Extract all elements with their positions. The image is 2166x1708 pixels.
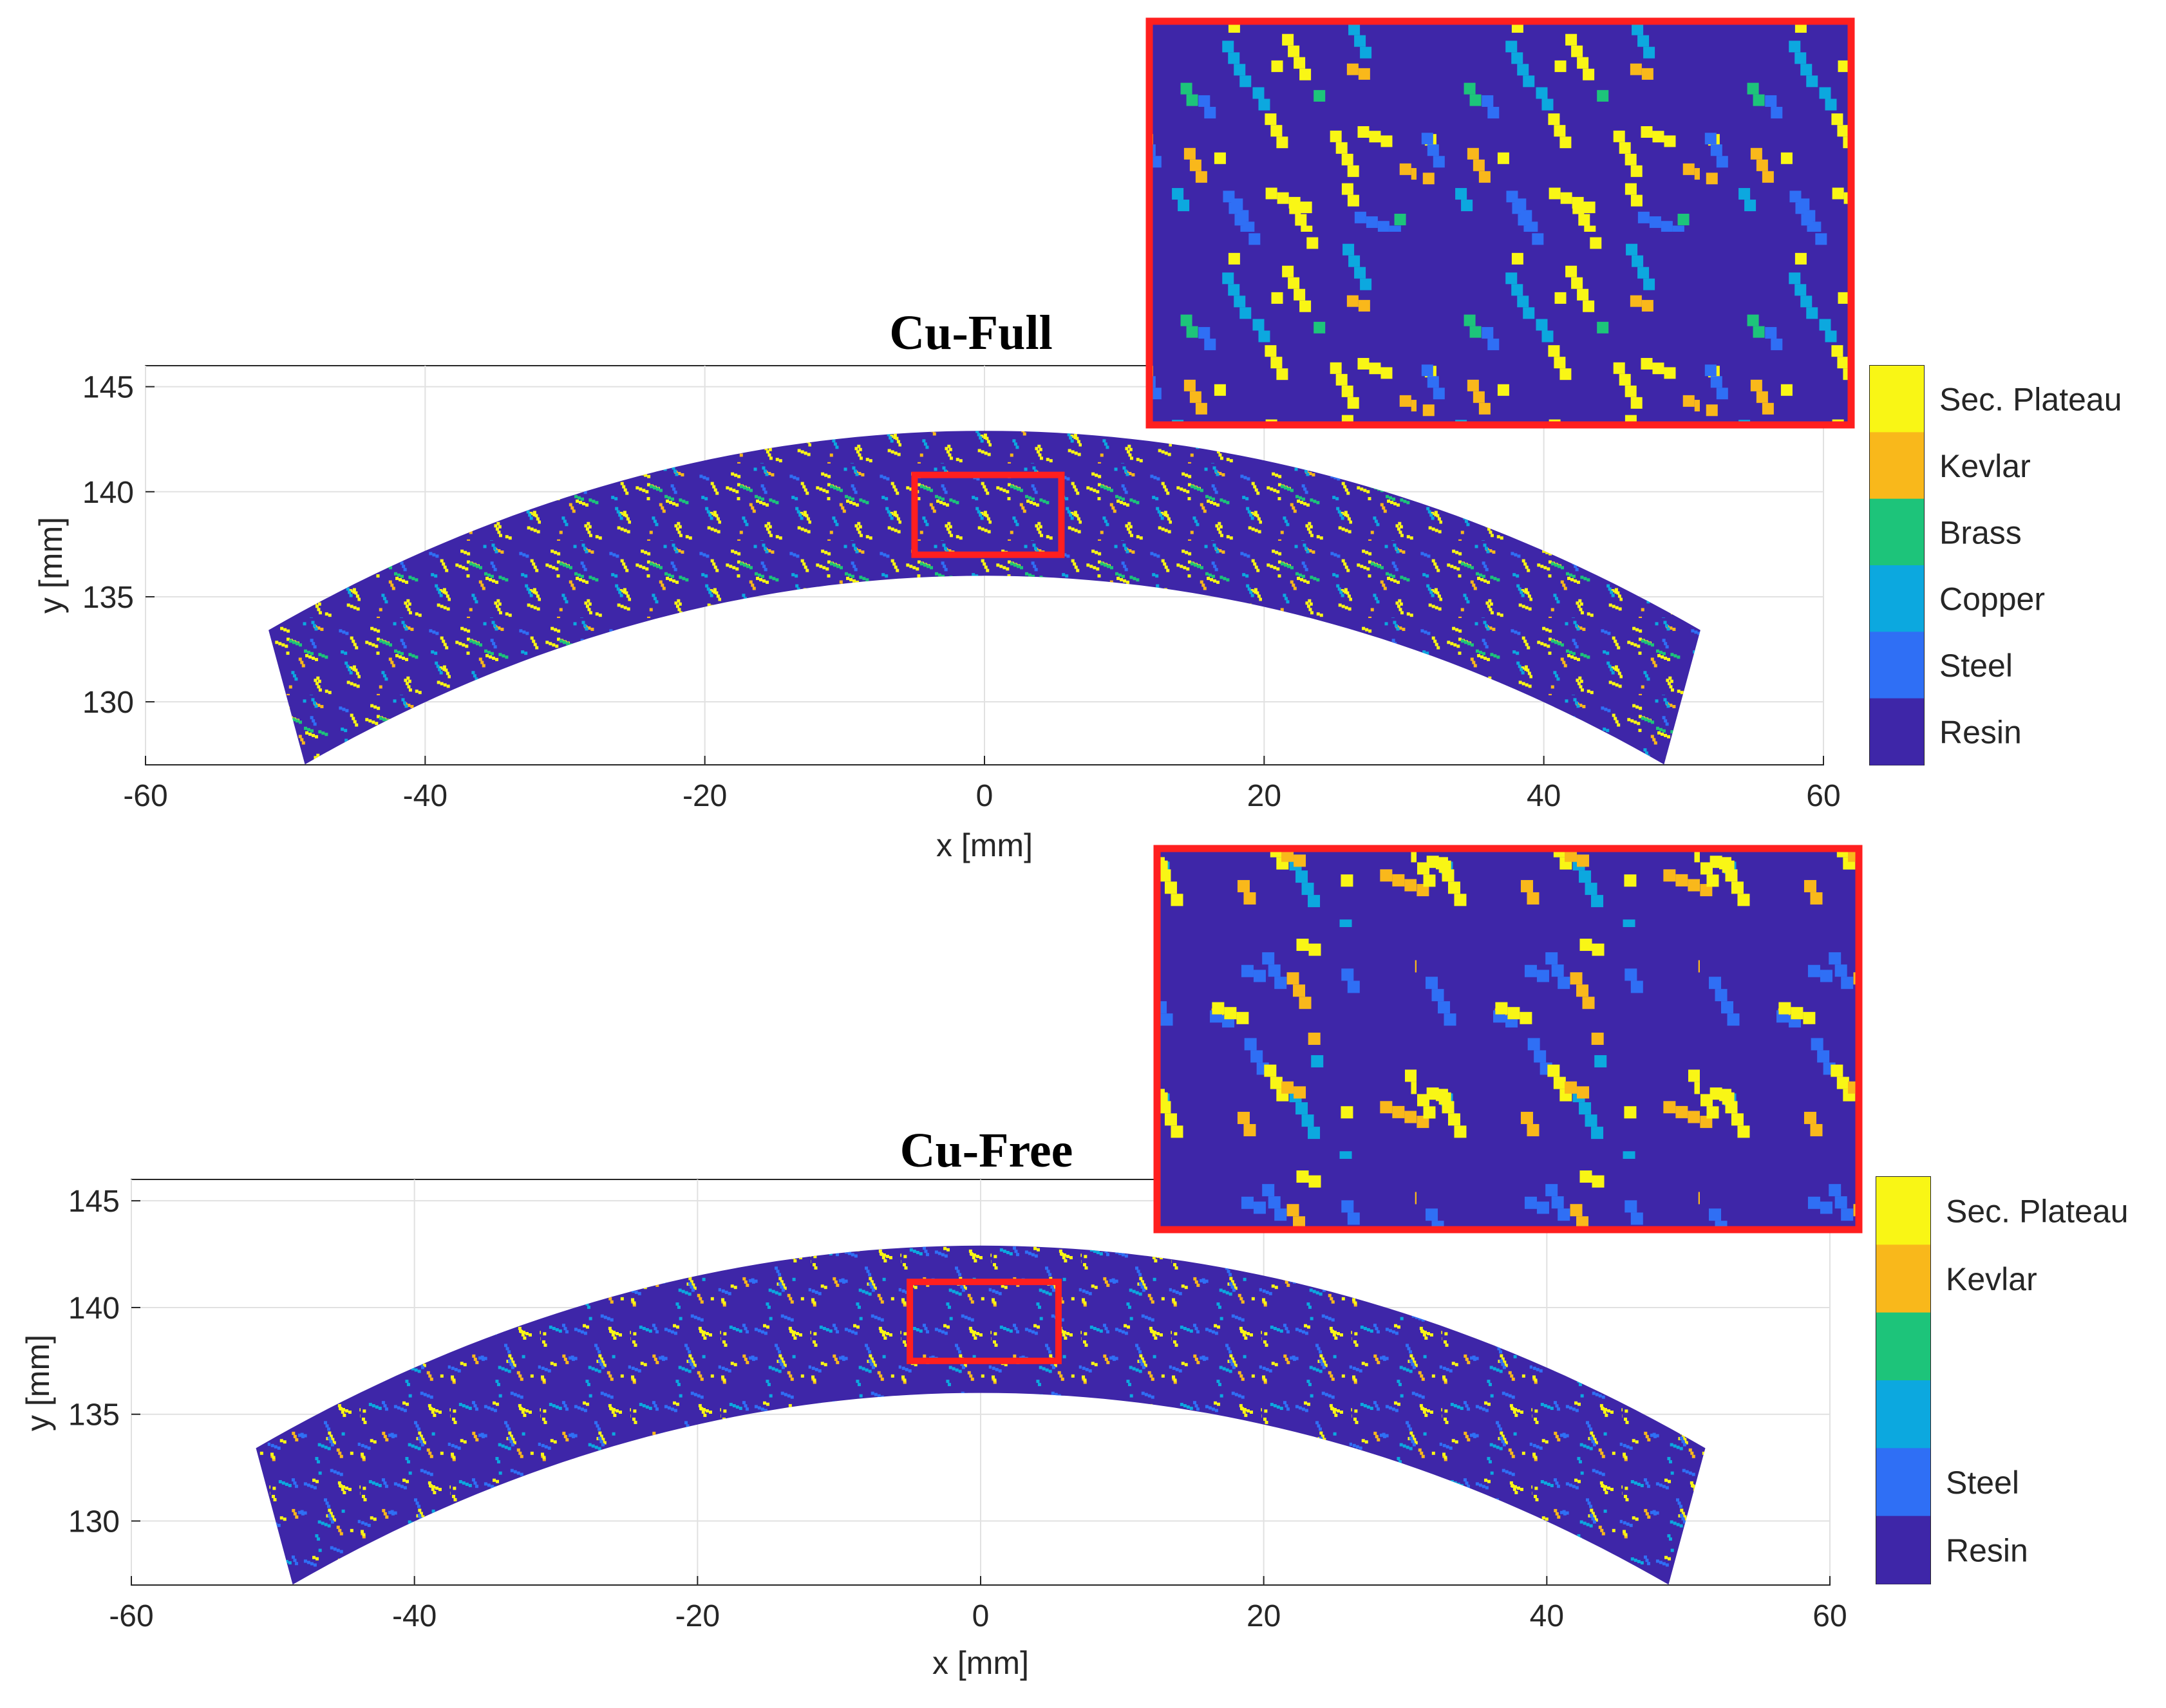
x-tick-label: 0 [976,779,994,813]
arc-particles [268,431,1700,765]
colorbar-label: Kevlar [1946,1261,2037,1297]
colorbar-cell [1870,498,1924,566]
panel-cu-free: -60 -40 -20 0 20 40 60 130 135 140 145 Cu-Free x … [20,845,2129,1681]
y-tick-label: 145 [68,1185,120,1219]
x-tick-label: 20 [1247,1599,1281,1633]
y-tick-label: 140 [82,476,134,510]
colorbar-cell [1870,565,1924,632]
inset-particles [1149,21,1851,425]
colorbar-cell [1876,1177,1930,1245]
x-tick-label: -60 [109,1599,153,1633]
x-tick-label: 20 [1247,779,1281,813]
panel-cu-full: -60 -40 -20 0 20 40 60 130 135 140 145 Cu-Full x … [33,17,2122,863]
x-tick-label: -40 [403,779,447,813]
x-tick-label: 40 [1530,1599,1564,1633]
colorbar-cell [1876,1244,1930,1313]
x-tick-label: 40 [1527,779,1561,813]
x-tick-label: 60 [1806,779,1840,813]
inset-frame [1153,845,1863,1234]
colorbar-cell [1870,432,1924,500]
colorbar-label: Sec. Plateau [1946,1194,2129,1230]
y-axis: 130 135 140 145 [82,371,155,720]
y-tick-label: 135 [68,1398,120,1432]
colorbar-labels: Sec. Plateau Kevlar Steel Resin [1946,1194,2129,1569]
colorbar-label: Sec. Plateau [1939,382,2122,418]
inset-particles [1157,849,1859,1230]
chart-title: Cu-Full [889,306,1052,360]
zoom-inset [1145,17,1855,429]
colorbar-labels: Sec. Plateau Kevlar Brass Copper Steel Resin [1939,382,2122,751]
zoom-rectangle [907,1279,1062,1364]
zoom-inset [1153,845,1863,1234]
y-tick-label: 140 [68,1291,120,1326]
inset-frame [1145,17,1855,429]
y-axis: 130 135 140 145 [68,1185,140,1539]
x-tick-label: 60 [1813,1599,1847,1633]
colorbar-label: Resin [1939,714,2022,750]
colorbar: Sec. Plateau Kevlar Brass Copper Steel Resin [1869,365,2122,765]
colorbar-cell [1876,1516,1930,1584]
x-tick-label: -40 [392,1599,437,1633]
colorbar-label: Resin [1946,1532,2028,1568]
colorbar: Sec. Plateau Kevlar Steel Resin [1876,1176,2129,1584]
x-axis: -60 -40 -20 0 20 40 60 [123,756,1841,813]
x-tick-label: -20 [683,779,727,813]
x-tick-label: -20 [675,1599,720,1633]
x-axis: -60 -40 -20 0 20 40 60 [109,1576,1847,1633]
colorbar-label: Steel [1939,648,2013,684]
x-axis-label: x [mm] [932,1645,1029,1681]
colorbar-cells [1876,1177,1930,1584]
colorbar-cell [1876,1312,1930,1381]
y-axis-label: y [mm] [20,1335,56,1431]
y-tick-label: 130 [68,1505,120,1539]
colorbar-label: Brass [1939,514,2022,550]
colorbar-cell [1870,632,1924,699]
chart-title: Cu-Free [900,1123,1073,1178]
colorbar-label: Kevlar [1939,448,2031,484]
colorbar-cell [1876,1448,1930,1517]
x-axis-label: x [mm] [936,827,1033,863]
zoom-rectangle [911,471,1065,558]
colorbar-cell [1876,1380,1930,1449]
colorbar-cell [1870,366,1924,433]
y-tick-label: 135 [82,581,134,615]
colorbar-label: Steel [1946,1465,2019,1501]
y-axis-label: y [mm] [33,517,69,614]
colorbar-cells [1870,366,1924,765]
x-tick-label: -60 [123,779,167,813]
colorbar-label: Copper [1939,581,2045,617]
y-tick-label: 145 [82,371,134,405]
arc-particles [256,1245,1706,1585]
x-tick-label: 0 [972,1599,990,1633]
y-tick-label: 130 [82,686,134,720]
colorbar-cell [1870,698,1924,765]
